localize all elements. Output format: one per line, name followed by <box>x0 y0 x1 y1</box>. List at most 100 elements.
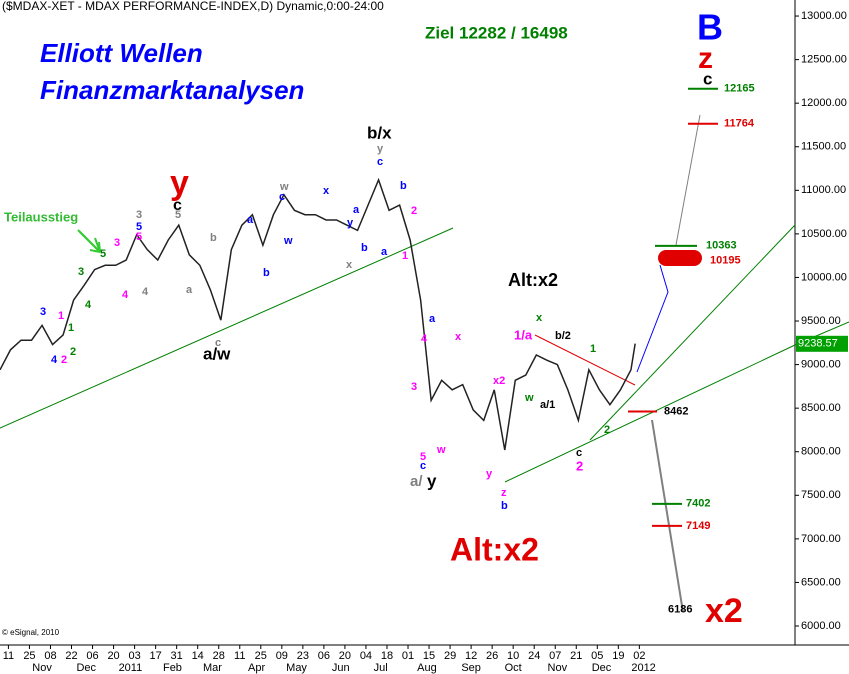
x-tick-label: 07 <box>549 650 561 662</box>
x-tick-label: 03 <box>128 650 140 662</box>
y-tick-label: 10500.00 <box>801 228 847 240</box>
month-label: Oct <box>505 662 522 674</box>
y-tick-label: 7500.00 <box>801 489 841 501</box>
wave-label: c <box>420 460 426 472</box>
x-tick-label: 05 <box>591 650 603 662</box>
x-tick-label: 04 <box>360 650 372 662</box>
wave-label: c <box>279 191 285 203</box>
wave-label: 4 <box>51 354 58 366</box>
projection <box>675 114 701 246</box>
wave-label: 3 <box>114 237 120 249</box>
trendline <box>0 227 454 429</box>
level-label: 7149 <box>686 520 710 532</box>
wave-label: a/w <box>203 344 231 363</box>
month-label: Nov <box>32 662 52 674</box>
x-tick-label: 25 <box>23 650 35 662</box>
wave-label: b/2 <box>555 330 571 342</box>
last-price-label: 9238.57 <box>798 338 838 350</box>
x-tick-label: 10 <box>507 650 519 662</box>
month-label: Dec <box>76 662 96 674</box>
wave-label: 4 <box>421 333 428 345</box>
wave-label: w <box>279 181 289 193</box>
x-tick-label: 28 <box>213 650 225 662</box>
wave-label: Alt:x2 <box>508 270 558 290</box>
wave-label: 3 <box>411 381 417 393</box>
wave-label: B <box>697 7 723 48</box>
wave-label: x <box>536 312 543 324</box>
wave-label: b <box>361 242 368 254</box>
month-label: Sep <box>461 662 481 674</box>
wave-label: 5 <box>100 248 106 260</box>
wave-label: 3 <box>136 209 142 221</box>
wave-label: a/1 <box>540 399 555 411</box>
y-tick-label: 12000.00 <box>801 97 847 109</box>
x-tick-label: 19 <box>612 650 624 662</box>
x-tick-label: 31 <box>171 650 183 662</box>
wave-label: 3 <box>78 266 84 278</box>
price-line <box>0 177 636 451</box>
x-tick-label: 21 <box>570 650 582 662</box>
month-label: Aug <box>417 662 437 674</box>
wave-label: x <box>323 185 330 197</box>
month-label: Nov <box>548 662 568 674</box>
wave-label: 2 <box>576 458 583 473</box>
wave-label: w <box>524 392 534 404</box>
y-tick-label: 11000.00 <box>801 184 846 196</box>
wave-label: y <box>427 471 437 490</box>
month-label: Apr <box>248 662 265 674</box>
projection <box>651 419 684 613</box>
arrow <box>77 229 101 253</box>
wave-label: c <box>703 69 712 88</box>
x-tick-label: 22 <box>65 650 77 662</box>
wave-label: 1 <box>68 322 74 334</box>
wave-label: a <box>381 246 388 258</box>
last-price-box <box>796 335 848 352</box>
y-tick-label: 8500.00 <box>801 402 841 414</box>
wave-label: Ziel 12282 / 16498 <box>425 23 568 42</box>
level-label: 12165 <box>724 83 755 95</box>
x-tick-label: 25 <box>255 650 267 662</box>
wave-label: 2 <box>61 354 67 366</box>
y-tick-label: 6000.00 <box>801 620 841 632</box>
x-tick-label: 08 <box>44 650 56 662</box>
month-label: May <box>286 662 307 674</box>
y-tick-label: 13000.00 <box>801 10 847 22</box>
level-label: 8462 <box>664 405 688 417</box>
trendline <box>504 344 796 483</box>
x-tick-label: 18 <box>381 650 393 662</box>
wave-label: y <box>347 217 354 229</box>
x-tick-label: 09 <box>276 650 288 662</box>
wave-label: b <box>210 232 217 244</box>
wave-label: a <box>247 214 254 226</box>
wave-label: c <box>377 156 383 168</box>
wave-label: x2 <box>493 375 505 387</box>
x-tick-label: 29 <box>444 650 456 662</box>
x-tick-label: 15 <box>423 650 435 662</box>
y-tick-label: 9000.00 <box>801 358 841 370</box>
y-tick-label: 6500.00 <box>801 576 841 588</box>
y-tick-label: 9500.00 <box>801 315 841 327</box>
x-tick-label: 20 <box>339 650 351 662</box>
wave-label: 1 <box>402 250 408 262</box>
wave-label: 1/a <box>514 327 533 342</box>
wave-label: w <box>283 235 293 247</box>
y-tick-label: 11500.00 <box>801 141 846 153</box>
x-tick-label: 06 <box>86 650 98 662</box>
wave-label: c <box>576 447 582 459</box>
wave-label: x <box>346 259 353 271</box>
wave-label: b <box>501 500 508 512</box>
wave-label: z <box>698 42 713 75</box>
x-tick-label: 20 <box>107 650 119 662</box>
month-label: 2011 <box>119 662 143 674</box>
x-tick-label: 26 <box>486 650 498 662</box>
wave-label: b <box>400 180 407 192</box>
level-label: 11764 <box>724 118 755 130</box>
y-tick-label: 8000.00 <box>801 446 841 458</box>
month-label: Mar <box>203 662 222 674</box>
wave-label: w <box>436 444 446 456</box>
wave-label: c <box>173 197 182 214</box>
wave-label: Elliott Wellen <box>40 38 203 68</box>
month-label: Jul <box>374 662 388 674</box>
wave-label: 1 <box>58 310 64 322</box>
